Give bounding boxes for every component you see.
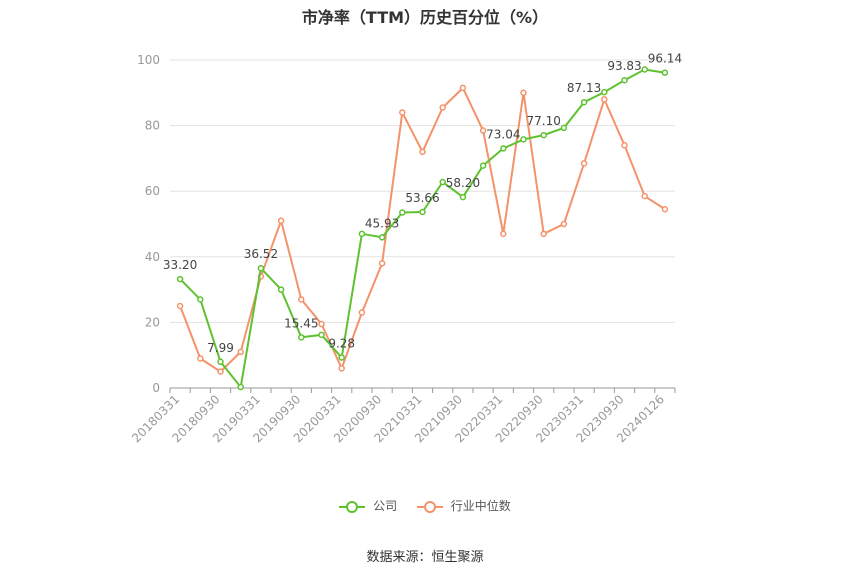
data-point-industry — [318, 320, 325, 328]
data-point-company — [641, 66, 648, 73]
data-label: 45.93 — [365, 216, 399, 230]
y-tick-label: 40 — [145, 250, 160, 264]
x-axis: 2018033120180930201903312019093020200331… — [129, 387, 676, 445]
data-point-industry — [459, 84, 467, 92]
data-point-industry — [540, 230, 547, 238]
y-tick-label: 60 — [145, 184, 160, 198]
data-point-industry — [237, 348, 244, 356]
data-point-industry — [419, 148, 426, 156]
data-point-industry — [378, 260, 386, 267]
data-point-company — [358, 230, 366, 238]
data-point-industry — [358, 309, 366, 316]
data-point-industry — [661, 205, 669, 213]
grid-lines — [170, 59, 675, 323]
data-point-industry — [580, 160, 588, 167]
data-point-industry — [500, 230, 507, 238]
data-point-company — [399, 209, 406, 216]
data-point-company — [580, 98, 588, 106]
data-source: 数据来源：恒生聚源 — [366, 550, 484, 565]
data-label: 77.10 — [527, 114, 561, 128]
data-point-company — [540, 131, 547, 139]
data-point-company — [176, 275, 184, 283]
series-layer — [176, 66, 669, 391]
data-label: 9.28 — [328, 337, 355, 351]
data-point-industry — [439, 104, 446, 111]
data-point-industry — [560, 220, 568, 228]
y-tick-label: 20 — [145, 315, 160, 329]
data-point-company — [621, 76, 628, 84]
data-point-company — [500, 145, 507, 152]
data-label: 87.13 — [567, 81, 601, 95]
legend-item-industry[interactable]: 行业中位数 — [416, 497, 511, 514]
data-point-company — [197, 296, 204, 303]
y-axis-ticks: 0 20 40 60 80 100 — [137, 53, 160, 395]
legend-company-label: 公司 — [373, 499, 398, 513]
data-point-company — [298, 334, 305, 341]
data-point-company — [378, 234, 386, 241]
data-point-industry — [176, 302, 184, 310]
data-label: 93.83 — [607, 59, 641, 73]
data-point-company — [560, 124, 568, 132]
data-point-industry — [399, 109, 406, 116]
y-tick-label: 100 — [137, 53, 160, 67]
data-label: 73.04 — [486, 127, 520, 141]
data-point-company — [217, 358, 224, 366]
data-point-industry — [217, 368, 224, 375]
legend-item-company[interactable]: 公司 — [339, 497, 397, 514]
data-label: 36.52 — [244, 247, 278, 261]
chart-title: 市净率（TTM）历史百分位（%） — [301, 8, 549, 27]
data-label: 96.14 — [648, 52, 682, 66]
data-point-company — [601, 88, 608, 96]
data-point-company — [661, 69, 669, 76]
data-labels: 33.20 7.99 36.52 15.45 9.28 45.93 53.66 58.20 73… — [163, 52, 682, 355]
line-chart: 0 20 40 60 80 100 201803312018093020190331201… — [129, 52, 682, 446]
data-point-industry — [520, 89, 527, 97]
data-point-company — [257, 264, 265, 272]
data-point-company — [479, 162, 487, 169]
data-point-industry — [621, 142, 628, 149]
data-point-industry — [479, 127, 487, 134]
legend-company-marker — [339, 500, 366, 513]
legend-industry-label: 行业中位数 — [450, 499, 511, 513]
series-line-company — [179, 68, 666, 388]
data-point-industry — [601, 96, 608, 103]
data-point-industry — [197, 355, 204, 362]
data-label: 53.66 — [405, 191, 439, 205]
data-point-industry — [298, 296, 305, 303]
data-label: 58.20 — [446, 176, 480, 190]
legend: 公司 行业中位数 — [0, 497, 850, 514]
data-point-company — [318, 331, 325, 339]
legend-industry-marker — [416, 500, 443, 513]
data-point-industry — [277, 217, 285, 224]
data-point-industry — [338, 365, 345, 372]
data-label: 15.45 — [284, 316, 318, 330]
data-point-company — [459, 193, 467, 201]
data-point-company — [439, 178, 446, 186]
series-line-industry — [179, 86, 666, 373]
data-point-company — [277, 286, 285, 293]
data-point-company — [237, 383, 244, 391]
data-label: 33.20 — [163, 258, 197, 272]
y-tick-label: 0 — [152, 381, 160, 395]
data-label: 7.99 — [207, 341, 234, 355]
y-tick-label: 80 — [145, 119, 160, 133]
data-point-industry — [641, 192, 648, 200]
data-point-company — [520, 136, 527, 143]
data-point-company — [419, 208, 426, 216]
data-point-company — [338, 354, 345, 361]
